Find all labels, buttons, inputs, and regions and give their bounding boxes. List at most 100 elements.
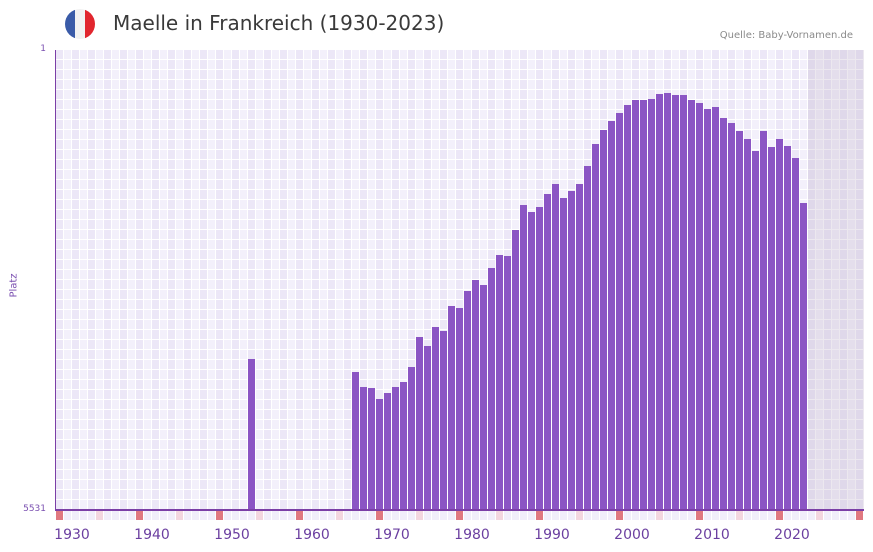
grid-cell [456, 100, 463, 109]
bar-2000[interactable] [616, 112, 623, 510]
grid-cell [520, 190, 527, 199]
bar-2009[interactable] [688, 99, 695, 510]
bar-1978[interactable] [440, 330, 447, 510]
grid-cell [240, 310, 247, 319]
bar-1969[interactable] [368, 387, 375, 510]
bar-1968[interactable] [360, 386, 367, 510]
grid-cell [840, 170, 847, 179]
bar-2017[interactable] [752, 150, 759, 510]
bar-2015[interactable] [736, 131, 743, 510]
bar-1986[interactable] [504, 256, 511, 510]
grid-cell [576, 150, 583, 159]
bar-1975[interactable] [416, 336, 423, 510]
bar-2023[interactable] [800, 202, 807, 510]
bar-1991[interactable] [544, 193, 551, 510]
bar-2013[interactable] [720, 117, 727, 510]
bar-2020[interactable] [776, 139, 783, 510]
grid-cell [264, 430, 271, 439]
bar-1976[interactable] [424, 345, 431, 510]
bar-1985[interactable] [496, 255, 503, 510]
bar-2021[interactable] [784, 145, 791, 510]
bar-1977[interactable] [432, 326, 439, 510]
grid-cell [832, 410, 839, 419]
bar-1980[interactable] [456, 308, 463, 510]
bar-1971[interactable] [384, 392, 391, 510]
grid-cell [216, 460, 223, 469]
bar-2002[interactable] [632, 99, 639, 510]
bar-1974[interactable] [408, 366, 415, 510]
grid-cell [320, 220, 327, 229]
grid-cell [312, 240, 319, 249]
bar-2003[interactable] [640, 99, 647, 510]
grid-cell [104, 320, 111, 329]
grid-cell [152, 280, 159, 289]
bar-1996[interactable] [584, 166, 591, 510]
bar-2016[interactable] [744, 139, 751, 510]
bar-2012[interactable] [712, 106, 719, 510]
grid-cell [56, 380, 63, 389]
grid-cell [224, 60, 231, 69]
bar-2019[interactable] [768, 146, 775, 510]
bar-1983[interactable] [480, 284, 487, 510]
grid-cell [288, 410, 295, 419]
bar-1998[interactable] [600, 130, 607, 510]
grid-cell [440, 310, 447, 319]
bar-1954[interactable] [248, 359, 255, 510]
grid-cell [152, 380, 159, 389]
grid-cell [360, 140, 367, 149]
bar-1973[interactable] [400, 381, 407, 510]
bar-2011[interactable] [704, 108, 711, 510]
grid-cell [360, 80, 367, 89]
bar-1982[interactable] [472, 280, 479, 510]
grid-cell [376, 90, 383, 99]
grid-cell [136, 110, 143, 119]
grid-cell [344, 100, 351, 109]
bar-1988[interactable] [520, 204, 527, 510]
bar-2018[interactable] [760, 131, 767, 510]
grid-cell [280, 110, 287, 119]
bar-1993[interactable] [560, 197, 567, 510]
grid-cell [832, 350, 839, 359]
bar-1970[interactable] [376, 398, 383, 510]
bar-1997[interactable] [592, 143, 599, 510]
bar-2005[interactable] [656, 94, 663, 510]
grid-cell [232, 300, 239, 309]
bar-1989[interactable] [528, 211, 535, 510]
grid-cell [824, 280, 831, 289]
grid-cell [200, 500, 207, 509]
bar-1979[interactable] [448, 306, 455, 510]
bar-1981[interactable] [464, 290, 471, 510]
bar-1987[interactable] [512, 230, 519, 510]
bar-2014[interactable] [728, 123, 735, 510]
bar-2007[interactable] [672, 95, 679, 510]
bar-2001[interactable] [624, 104, 631, 510]
bar-1984[interactable] [488, 268, 495, 510]
bar-1972[interactable] [392, 386, 399, 510]
grid-cell [200, 490, 207, 499]
bar-2008[interactable] [680, 95, 687, 510]
bar-1994[interactable] [568, 190, 575, 510]
bar-2006[interactable] [664, 93, 671, 510]
bar-1995[interactable] [576, 184, 583, 510]
grid-cell [400, 170, 407, 179]
grid-cell [856, 450, 863, 459]
bar-1992[interactable] [552, 184, 559, 510]
bar-2010[interactable] [696, 102, 703, 510]
grid-cell [296, 260, 303, 269]
bar-1990[interactable] [536, 206, 543, 510]
grid-cell [240, 230, 247, 239]
grid-cell [600, 120, 607, 129]
bar-1967[interactable] [352, 372, 359, 510]
grid-cell [840, 340, 847, 349]
bar-2022[interactable] [792, 158, 799, 510]
grid-cell [344, 190, 351, 199]
bar-1999[interactable] [608, 121, 615, 510]
grid-cell [336, 80, 343, 89]
x-tick-2000: 2000 [614, 527, 650, 543]
grid-cell [744, 90, 751, 99]
grid-cell [552, 70, 559, 79]
bar-2004[interactable] [648, 98, 655, 510]
grid-cell [96, 280, 103, 289]
grid-cell [448, 290, 455, 299]
grid-cell [280, 460, 287, 469]
